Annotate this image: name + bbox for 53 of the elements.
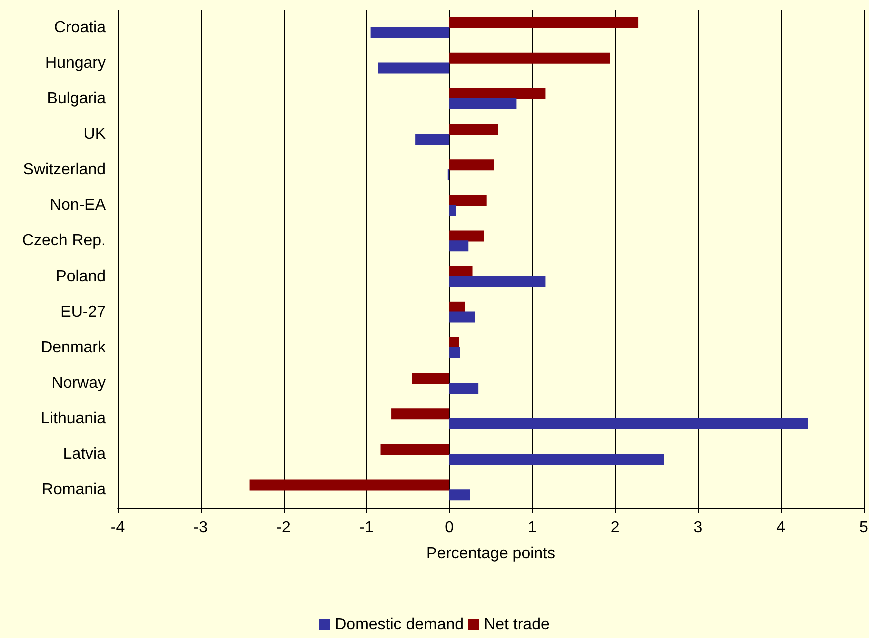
bar [450, 17, 639, 28]
x-tick-label: -1 [360, 520, 374, 536]
y-tick-label: Latvia [63, 446, 106, 464]
bar [370, 27, 450, 38]
bar [392, 408, 450, 420]
bar [450, 230, 484, 242]
y-tick-label: Bulgaria [47, 90, 106, 108]
bar [416, 134, 450, 145]
y-tick-label: Norway [52, 375, 106, 392]
y-tick-label: Switzerland [23, 162, 106, 179]
bar [450, 52, 610, 64]
bar [450, 276, 546, 288]
bar [450, 454, 664, 466]
bar [450, 195, 487, 206]
bar [450, 418, 808, 430]
bar [450, 240, 469, 252]
x-tick-label: -4 [110, 520, 126, 536]
y-tick-label: EU-27 [60, 304, 106, 321]
x-tick-label: 0 [445, 520, 454, 536]
y-tick-label: Denmark [41, 339, 107, 356]
x-tick-label: 5 [860, 520, 869, 536]
bar [450, 160, 494, 171]
bar [380, 444, 450, 456]
bar [450, 98, 517, 110]
y-tick-label: UK [84, 126, 106, 143]
legend-label: Net trade [484, 616, 550, 634]
bar [378, 62, 450, 74]
x-tick-label: 4 [776, 520, 786, 536]
bar [250, 480, 450, 491]
y-tick-label: Romania [42, 482, 106, 499]
bar [450, 490, 470, 501]
bar [412, 373, 450, 384]
y-tick-label: Hungary [46, 54, 106, 72]
bar [450, 312, 476, 323]
y-tick-label: Croatia [54, 19, 106, 36]
x-tick-label: 1 [528, 520, 537, 536]
x-tick-label: -3 [194, 520, 208, 536]
x-tick-label: 2 [610, 520, 620, 536]
bar [450, 337, 460, 348]
x-tick-label: -2 [276, 520, 291, 536]
x-axis-title: Percentage points [426, 546, 556, 562]
bar [450, 382, 479, 394]
y-tick-label: Lithuania [41, 410, 106, 428]
y-tick-label: Poland [56, 268, 106, 286]
legend-label: Domestic demand [335, 616, 464, 634]
bar [450, 347, 460, 358]
bar [450, 124, 498, 136]
x-tick-label: 3 [694, 520, 703, 536]
bar [450, 205, 456, 216]
bar [450, 302, 466, 313]
bar [450, 88, 546, 100]
y-tick-label: Non-EA [50, 197, 106, 214]
y-tick-label: Czech Rep. [22, 232, 106, 250]
